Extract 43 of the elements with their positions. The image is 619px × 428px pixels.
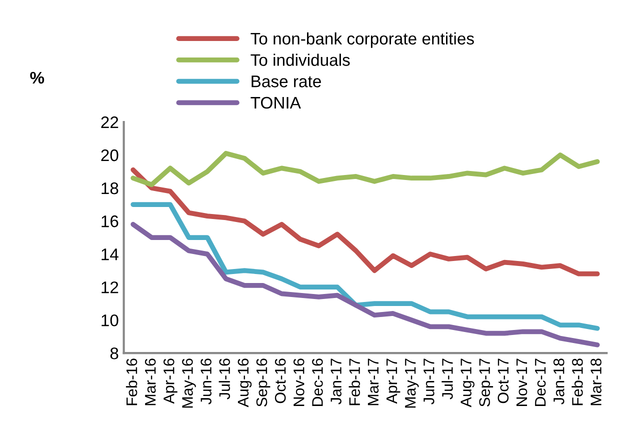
x-tick-label: Jan-18 — [553, 358, 564, 404]
x-tick-label: Apr-17 — [386, 358, 400, 404]
legend-label: Base rate — [252, 76, 321, 88]
x-tick-label: Nov-17 — [516, 358, 528, 406]
y-tick-label: 18 — [102, 182, 118, 194]
y-tick-label: 10 — [102, 314, 118, 326]
legend-label: To individuals — [250, 54, 350, 66]
legend-label: To non-bank corporate entities — [250, 32, 474, 48]
x-tick-label: May-16 — [182, 358, 196, 408]
x-tick-label: Sep-16 — [256, 358, 270, 407]
y-tick-label: 14 — [102, 248, 118, 260]
legend-label: TONIA — [250, 96, 301, 109]
x-tick-label: Aug-16 — [238, 358, 252, 408]
x-tick-label: Apr-16 — [164, 358, 178, 404]
x-tick-label: Jun-17 — [424, 358, 434, 404]
x-tick-label: Jul-17 — [442, 358, 453, 400]
x-tick-label: Aug-17 — [460, 358, 474, 408]
x-tick-label: Nov-16 — [294, 358, 304, 406]
x-tick-label: Mar-17 — [368, 358, 379, 406]
y-tick-label: 22 — [101, 116, 118, 128]
x-tick-label: Mar-18 — [590, 358, 602, 406]
y-tick-label: 8 — [110, 348, 118, 360]
y-axis-title: % — [30, 72, 44, 84]
line-series — [130, 167, 600, 276]
y-tick-label: 16 — [102, 215, 118, 228]
x-tick-label: Feb-18 — [572, 358, 583, 406]
line-series — [130, 150, 600, 188]
y-tick-label: 12 — [102, 281, 118, 294]
x-tick-label: Feb-17 — [348, 358, 360, 406]
x-tick-label: Oct-16 — [274, 358, 286, 404]
x-tick-label: Mar-16 — [144, 358, 156, 406]
y-tick-label: 20 — [101, 149, 118, 162]
x-tick-label: Jan-17 — [330, 358, 342, 404]
x-tick-label: Oct-17 — [498, 358, 509, 404]
x-tick-label: Dec-17 — [535, 358, 546, 406]
x-tick-label: Dec-16 — [312, 358, 323, 406]
x-tick-label: Jul-16 — [218, 358, 230, 400]
line-series — [130, 202, 600, 331]
x-tick-label: May-17 — [405, 358, 419, 408]
line-series — [130, 222, 600, 348]
x-tick-label: Sep-17 — [479, 358, 494, 407]
x-tick-label: Jun-16 — [200, 358, 212, 404]
x-tick-label: Feb-16 — [126, 358, 138, 406]
